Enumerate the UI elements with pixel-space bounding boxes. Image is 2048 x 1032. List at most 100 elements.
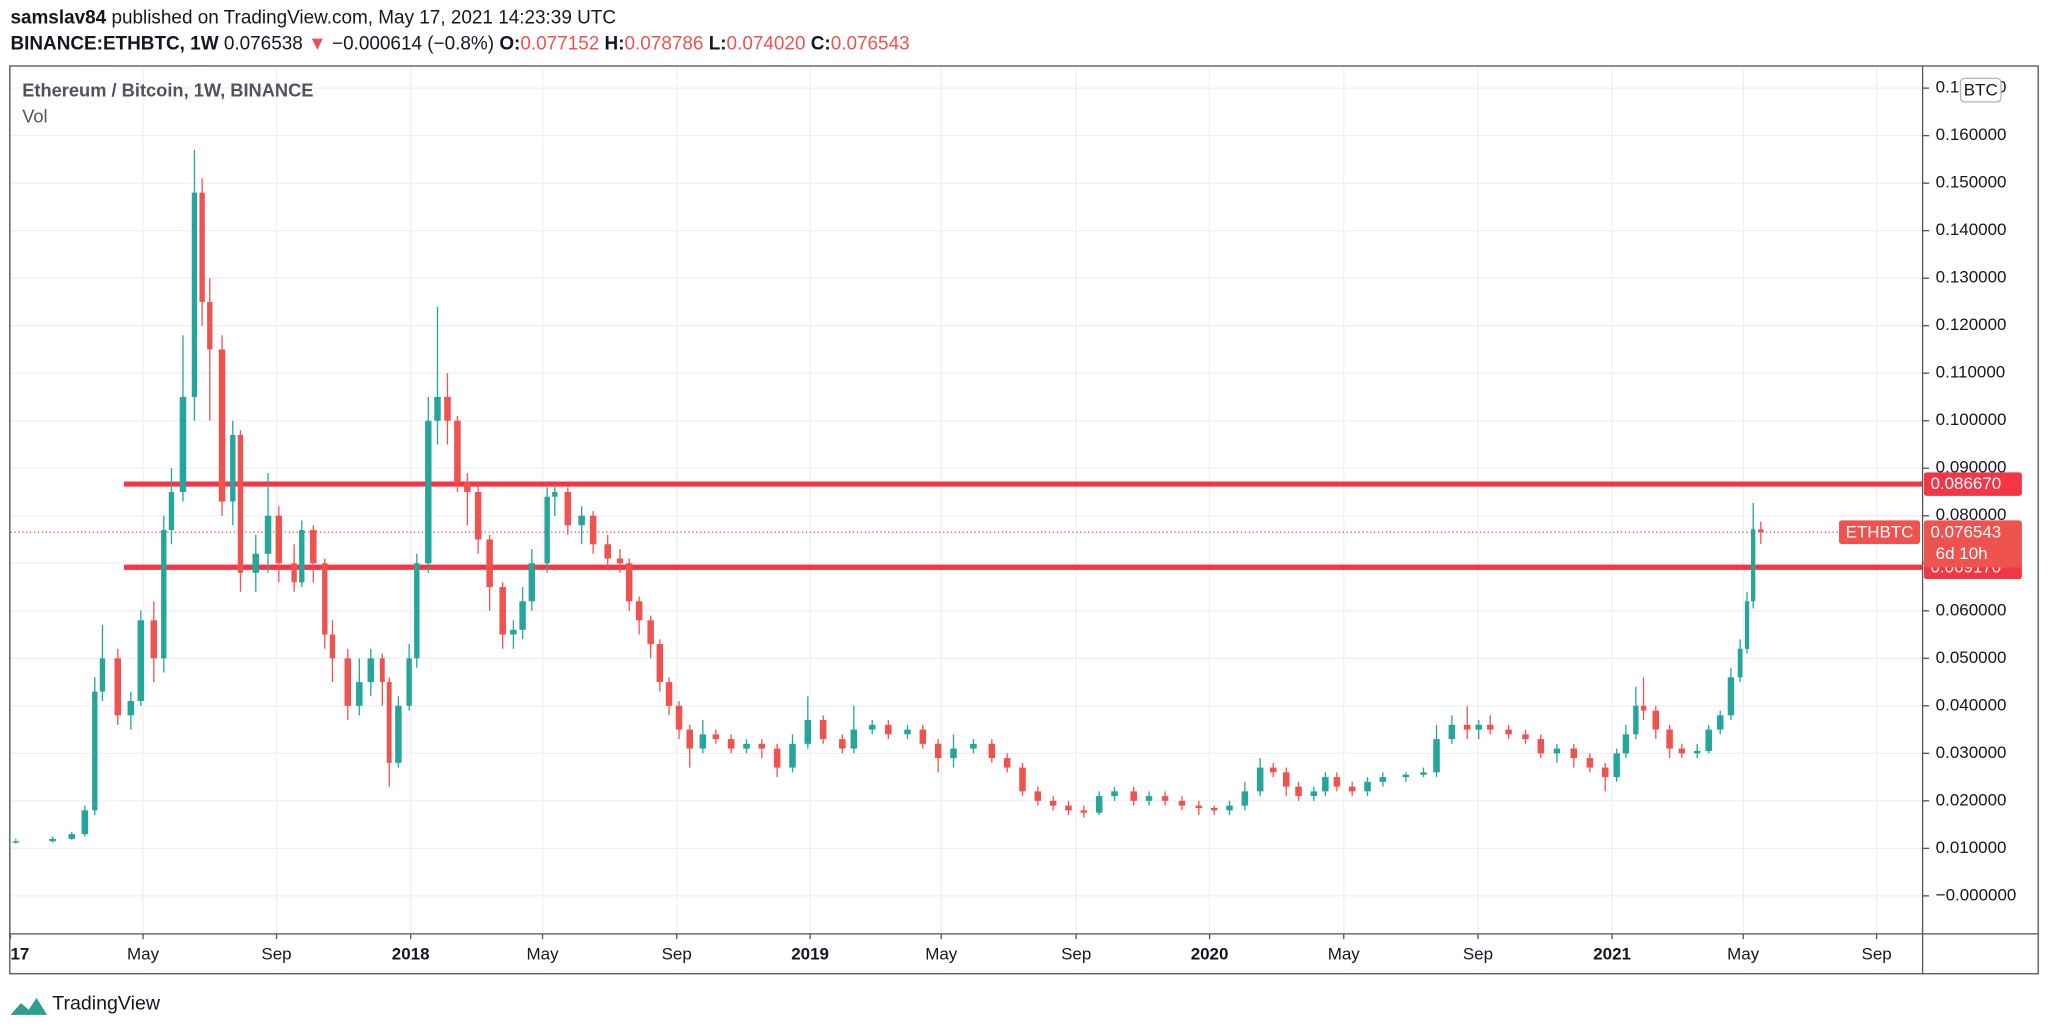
candle-body <box>1420 772 1427 775</box>
candle-body <box>656 644 664 683</box>
candle-body <box>322 563 328 635</box>
candle-body <box>230 434 236 502</box>
candle-body <box>1678 748 1686 754</box>
candle-body <box>12 841 20 843</box>
candle-body <box>344 658 352 706</box>
candle-body <box>616 558 624 564</box>
candle-body <box>1379 777 1387 782</box>
candle-body <box>625 563 633 602</box>
change: −0.000614 (−0.8%) <box>332 33 494 54</box>
candle-body <box>1065 805 1072 811</box>
candle-body <box>647 620 654 645</box>
candle-body <box>1433 739 1440 773</box>
author: samslav84 <box>10 7 106 28</box>
y-tick-label: 0.040000 <box>1936 695 2007 714</box>
x-tick-label: 2021 <box>1593 944 1631 963</box>
frame <box>9 65 2039 975</box>
y-tick-label: 0.100000 <box>1936 410 2007 429</box>
level-label-bg <box>1923 472 2022 496</box>
level-label: 0.086670 <box>1930 474 2001 493</box>
y-tick-label: 0.080000 <box>1936 505 2007 524</box>
candle-body <box>712 734 720 740</box>
candle-body <box>773 748 781 768</box>
candle-body <box>1111 791 1118 797</box>
candle-body <box>1195 805 1203 808</box>
candle-body <box>686 729 694 749</box>
grid <box>10 66 1923 934</box>
candle-body <box>839 739 846 749</box>
candle-body <box>1130 791 1137 801</box>
candle-body <box>1586 758 1594 768</box>
candle-body <box>1034 791 1042 801</box>
candle-body <box>1295 786 1302 797</box>
candle-body <box>970 743 977 749</box>
down-arrow: ▼ <box>308 33 327 54</box>
x-tick-label: 2020 <box>1191 944 1229 963</box>
candle-body <box>1364 781 1371 792</box>
y-tick-label: 0.030000 <box>1936 743 2007 762</box>
candle-body <box>444 396 451 421</box>
y-tick-label: 0.010000 <box>1936 838 2007 857</box>
close-label: C: <box>811 33 831 54</box>
candle-body <box>758 743 766 749</box>
candle-body <box>1463 724 1471 730</box>
x-tick-label: May <box>1328 944 1361 963</box>
candle-body <box>1322 777 1329 792</box>
candle-body <box>604 544 611 559</box>
candle-body <box>819 720 827 740</box>
candle-body <box>1640 705 1647 711</box>
candle-body <box>1622 734 1630 754</box>
x-tick-label: Sep <box>1862 944 1892 963</box>
x-tick-label: Sep <box>1463 944 1493 963</box>
x-tick-label: 2018 <box>392 944 430 963</box>
x-tick-label: 2019 <box>791 944 829 963</box>
candle-body <box>552 492 558 497</box>
y-tick-label: −0.000000 <box>1936 885 2017 904</box>
candle-body <box>1448 724 1456 740</box>
low-label: L: <box>709 33 727 54</box>
candle-body <box>1570 748 1578 759</box>
candle-body <box>589 515 597 545</box>
candle-body <box>1348 786 1356 792</box>
candle-body <box>519 601 526 630</box>
candle-body <box>406 658 412 706</box>
x-tick-label: May <box>527 944 560 963</box>
symbol-line: BINANCE:ETHBTC, 1W 0.076538 ▼ −0.000614 … <box>10 33 909 54</box>
x-tick-label: 2017 <box>0 944 29 963</box>
x-tick-label: Sep <box>662 944 692 963</box>
candle-body <box>1019 767 1026 792</box>
last-value: 0.076538 <box>224 33 303 54</box>
candle-body <box>675 705 683 730</box>
candle-body <box>934 743 942 759</box>
volume-label: Vol <box>22 105 47 126</box>
candle-body <box>1744 601 1750 649</box>
candle-body <box>1475 724 1482 730</box>
candle-body <box>1282 772 1290 787</box>
candle-body <box>275 515 283 564</box>
candle-body <box>81 810 89 835</box>
candle-body <box>1402 774 1410 778</box>
candle-body <box>1693 750 1701 754</box>
candle-body <box>114 658 122 716</box>
candle-body <box>161 530 167 659</box>
candle-body <box>264 515 272 554</box>
candle-body <box>868 724 876 730</box>
candle-body <box>414 563 420 659</box>
candle-body <box>127 701 135 716</box>
close-value: 0.076543 <box>831 33 910 54</box>
candle-body <box>207 301 213 350</box>
symbol-label: ETHBTC <box>1846 522 1914 541</box>
x-tick-label: Sep <box>261 944 291 963</box>
x-tick-label: May <box>925 944 958 963</box>
candle-body <box>356 682 363 706</box>
byline: samslav84 published on TradingView.com, … <box>10 7 616 28</box>
candle-body <box>299 530 305 583</box>
candle-body <box>218 349 226 502</box>
candle-body <box>1553 748 1561 754</box>
x-tick-label: May <box>1727 944 1760 963</box>
y-tick-label: 0.140000 <box>1936 220 2007 239</box>
candle-body <box>99 658 106 692</box>
symbol-label-bg <box>1839 520 1920 544</box>
